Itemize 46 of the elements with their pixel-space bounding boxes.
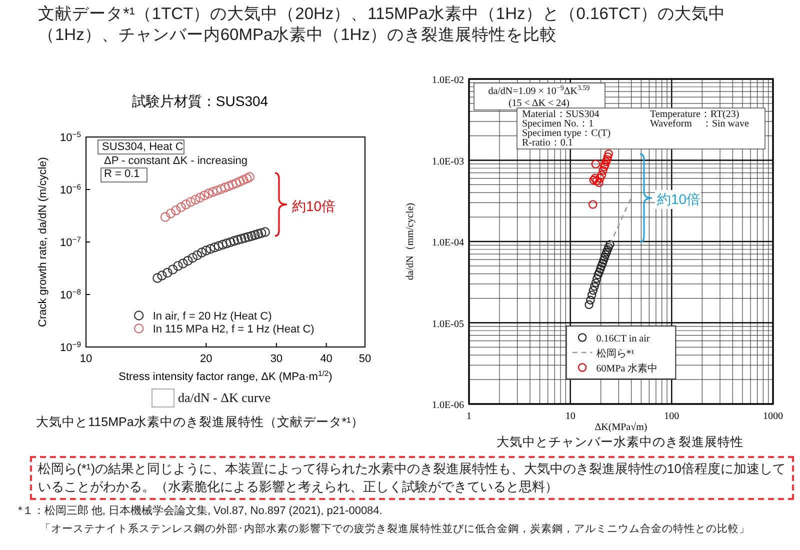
x-tick-label: 1000	[763, 411, 783, 422]
x-tick-label: 20	[200, 353, 212, 365]
text: 松岡ら(*¹)の結果と同じように、本装置によって得られた水素中のき裂進展特性も、大気中のき裂進展特性の10倍程度に加速していることがわかる。（水素脆化による影響と考えられ、正しく試験ができていると思料）	[30, 456, 794, 500]
y-tick-label: 1.0E-03	[432, 156, 464, 168]
text: 大気中と115MPa水素中のき裂進展特性（文献データ*¹）	[36, 415, 364, 429]
text: da/dN - ΔK curve	[178, 390, 271, 405]
legend-label: 0.16CT in air	[596, 334, 650, 344]
x-axis-title: Stress intensity factor range, ΔK (MPa·m$^{1/2}$)	[118, 368, 332, 383]
x-tick-label: 30	[270, 353, 283, 365]
x-axis-title: ΔK(MPa√m)	[594, 422, 648, 433]
x-tick-label: 10	[80, 353, 92, 365]
y-tick-label: 1.0E-06	[432, 400, 464, 411]
x-tick-label: 50	[358, 353, 372, 365]
x-tick-label: 10	[565, 411, 576, 422]
annotation: Waveform ：Sin wave	[650, 118, 750, 130]
y-tick-label: 10$^{−9}$	[60, 340, 81, 354]
annotation: Material：SUS304	[522, 109, 600, 120]
y-axis-title: Crack growth rate, da/dN (m/cycle)	[37, 157, 49, 327]
text: *１：松岡三郎 他, 日本機械学会論文集, Vol.87, No.897 (2021), p21-00084.	[18, 504, 384, 518]
text: 大気中とチャンバー水素中のき裂進展特性	[496, 435, 744, 449]
legend-label: 松岡ら*¹	[596, 348, 634, 360]
annotation: 約10倍	[292, 198, 336, 214]
text: 文献データ*¹（1TCT）の大気中（20Hz）、115MPa水素中（1Hz）と（0.16TCT）の大気中（1Hz）、チャンバー内60MPa水素中（1Hz）のき裂進展特性を比較	[38, 4, 726, 46]
x-tick-label: 1	[466, 411, 472, 422]
annotation: Specimen type：C(T)	[522, 128, 611, 139]
legend-label: 60MPa 水素中	[596, 362, 658, 374]
annotation: R = 0.1	[104, 168, 140, 180]
legend-label: In air, f = 20 Hz (Heat C)	[152, 310, 272, 322]
x-tick-label: 40	[320, 353, 332, 365]
y-tick-label: 10$^{−8}$	[60, 287, 81, 302]
annotation: SUS304, Heat C	[102, 141, 184, 153]
annotation: Temperature：RT(23)	[650, 109, 740, 120]
y-tick-label: 10$^{−7}$	[60, 234, 81, 249]
annotation: R-ratio：0.1	[522, 138, 573, 148]
legend-label: In 115 MPa H2, f = 1 Hz (Heat C)	[152, 324, 314, 336]
y-tick-label: 10$^{−6}$	[60, 182, 81, 196]
y-axis-title: da/dN（mm/cycle)	[405, 202, 416, 280]
x-tick-label: 100	[664, 411, 680, 422]
y-tick-label: 1.0E-05	[432, 318, 464, 330]
chart-title: 試験片材質：SUS304	[132, 93, 268, 109]
annotation: Specimen No.：1	[522, 118, 594, 130]
text: 「オーステナイト系ステンレス鋼の外部･内部水素の影響下での疲労き裂進展特性並びに低合金鋼，炭素鋼，アルミニウム合金の特性との比較」	[40, 522, 751, 536]
y-tick-label: 1.0E-02	[432, 75, 464, 86]
y-tick-label: 10$^{−5}$	[60, 130, 81, 144]
y-tick-label: 1.0E-04	[432, 238, 464, 248]
annotation: ΔP - constant ΔK - increasing	[104, 155, 248, 167]
